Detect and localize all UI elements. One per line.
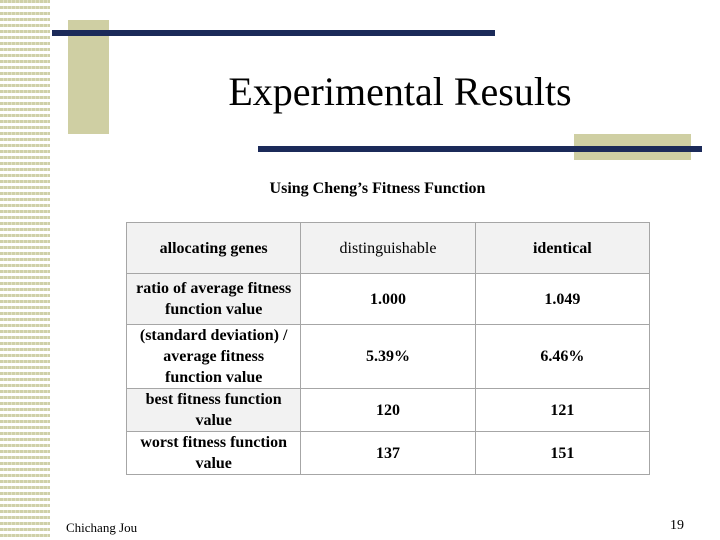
row-label: (standard deviation) / average fitness f… [125,324,302,389]
page-number: 19 [670,518,684,533]
table-row: best fitness function value 120 121 [125,388,651,432]
header-identical: identical [474,222,651,274]
slide-subtitle: Using Cheng’s Fitness Function [269,180,486,197]
row-label: worst fitness function value [125,431,302,475]
header-allocating-genes: allocating genes [125,222,302,274]
results-table: allocating genes distinguishable identic… [125,222,651,475]
cell-distinguishable: 1.000 [300,273,476,325]
decorative-stripe-column [0,0,50,540]
decorative-navy-line-top [52,30,495,36]
row-label: best fitness function value [125,388,302,432]
decorative-navy-line-mid [258,146,702,152]
table-header-row: allocating genes distinguishable identic… [125,222,651,274]
header-distinguishable: distinguishable [300,222,476,274]
cell-identical: 6.46% [474,324,651,389]
cell-distinguishable: 5.39% [300,324,476,389]
table-row: ratio of average fitness function value … [125,273,651,325]
cell-distinguishable: 137 [300,431,476,475]
slide-title: Experimental Results [228,69,572,114]
cell-identical: 121 [474,388,651,432]
decorative-tan-block-top [68,20,109,134]
cell-identical: 151 [474,431,651,475]
table-row: (standard deviation) / average fitness f… [125,324,651,389]
footer-author: Chichang Jou [66,520,138,535]
cell-identical: 1.049 [474,273,651,325]
table-row: worst fitness function value 137 151 [125,431,651,475]
row-label: ratio of average fitness function value [125,273,302,325]
cell-distinguishable: 120 [300,388,476,432]
